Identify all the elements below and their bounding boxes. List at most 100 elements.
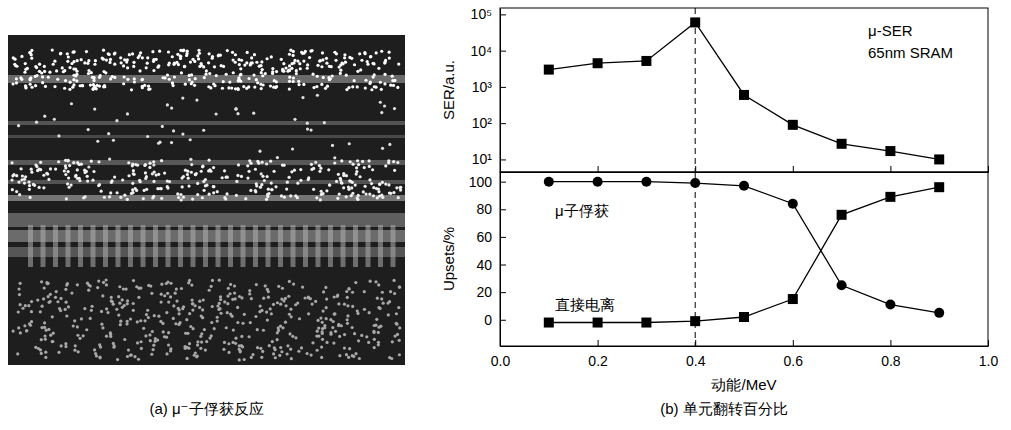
particle <box>17 326 20 329</box>
particle <box>354 281 357 284</box>
particle <box>325 306 328 309</box>
particle <box>48 71 51 74</box>
particle <box>393 292 396 295</box>
particle <box>288 87 291 90</box>
particle <box>343 56 346 59</box>
fin <box>316 225 321 267</box>
particle <box>177 63 180 66</box>
particle <box>368 159 371 162</box>
particle <box>45 172 48 175</box>
particle <box>197 49 200 52</box>
particle <box>189 61 192 64</box>
particle <box>190 163 193 166</box>
particle <box>232 71 235 74</box>
particle <box>203 328 206 331</box>
particle <box>36 298 39 301</box>
fin <box>103 225 108 267</box>
particle <box>162 76 165 79</box>
particle <box>258 310 261 313</box>
particle <box>39 168 42 171</box>
particle <box>395 312 398 315</box>
particle <box>320 65 323 68</box>
particle <box>18 293 21 296</box>
particle <box>34 84 37 87</box>
particle <box>66 282 69 285</box>
particle <box>347 356 350 359</box>
particle <box>200 340 203 343</box>
particle <box>273 346 276 349</box>
particle <box>356 312 359 315</box>
particle <box>25 329 28 332</box>
particle <box>67 55 70 58</box>
particle <box>375 318 378 321</box>
particle <box>226 176 229 179</box>
particle <box>284 304 287 307</box>
particle <box>294 336 297 339</box>
particle <box>316 349 319 352</box>
particle <box>325 189 328 192</box>
yticks-axis: 10¹10²10³10⁴10⁵ <box>470 6 506 172</box>
particle <box>145 313 148 316</box>
particle <box>78 337 81 340</box>
particle <box>306 127 309 130</box>
particle <box>346 304 349 307</box>
particle <box>57 351 60 354</box>
particle <box>286 344 289 347</box>
particle <box>261 175 264 178</box>
particle <box>310 163 313 166</box>
particle <box>191 302 194 305</box>
particle <box>102 49 105 52</box>
particle <box>392 191 395 194</box>
layer <box>8 213 405 227</box>
particle <box>393 107 396 110</box>
particle <box>263 179 266 182</box>
particle <box>199 347 202 350</box>
particle <box>46 282 49 285</box>
particle <box>194 173 197 176</box>
particle <box>127 161 130 164</box>
particle <box>293 59 296 62</box>
particle <box>98 356 101 359</box>
particle <box>163 294 166 297</box>
particle <box>94 59 97 62</box>
particle <box>238 295 241 298</box>
particle <box>339 72 342 75</box>
particle <box>49 293 52 296</box>
particle <box>188 312 191 315</box>
particle <box>43 321 46 324</box>
particle <box>334 330 337 333</box>
particle <box>110 296 113 299</box>
particle <box>288 332 291 335</box>
particle <box>198 306 201 309</box>
particle <box>134 187 137 190</box>
particle <box>126 66 129 69</box>
particle <box>222 348 225 351</box>
particle <box>23 324 26 327</box>
particle <box>397 306 400 309</box>
particle <box>25 329 28 332</box>
tick-label: 60 <box>476 229 492 245</box>
particle <box>306 122 309 125</box>
particle <box>380 297 383 300</box>
particle <box>202 65 205 68</box>
particle <box>144 163 147 166</box>
particle <box>19 331 22 334</box>
particle <box>290 62 293 65</box>
particle <box>68 66 71 69</box>
particle <box>15 77 18 80</box>
particle <box>321 51 324 54</box>
tick: 0.2 <box>588 340 608 369</box>
particle <box>172 304 175 307</box>
tick: 0.6 <box>784 340 804 369</box>
particle <box>235 107 238 110</box>
particle <box>223 341 226 344</box>
particle <box>250 356 253 359</box>
particle <box>333 312 336 315</box>
particle <box>72 51 75 54</box>
particle <box>296 59 299 62</box>
particle <box>276 331 279 334</box>
particle <box>145 175 148 178</box>
fin <box>328 225 333 267</box>
particle <box>64 166 67 169</box>
fin <box>116 225 121 267</box>
